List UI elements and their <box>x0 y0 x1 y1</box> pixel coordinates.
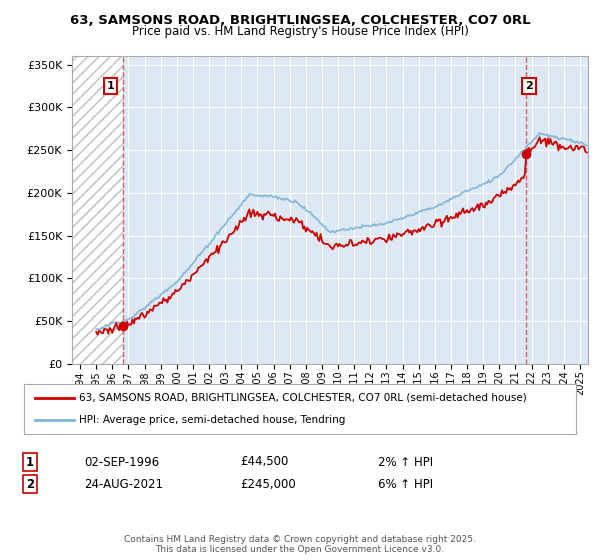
Text: 24-AUG-2021: 24-AUG-2021 <box>84 478 163 491</box>
Text: £44,500: £44,500 <box>240 455 289 469</box>
Text: Contains HM Land Registry data © Crown copyright and database right 2025.
This d: Contains HM Land Registry data © Crown c… <box>124 535 476 554</box>
Text: £245,000: £245,000 <box>240 478 296 491</box>
Text: 1: 1 <box>106 81 114 91</box>
Text: 2: 2 <box>26 478 34 491</box>
Bar <box>72 56 123 364</box>
Text: 1: 1 <box>26 455 34 469</box>
Text: 6% ↑ HPI: 6% ↑ HPI <box>378 478 433 491</box>
Text: 63, SAMSONS ROAD, BRIGHTLINGSEA, COLCHESTER, CO7 0RL: 63, SAMSONS ROAD, BRIGHTLINGSEA, COLCHES… <box>70 14 530 27</box>
Text: HPI: Average price, semi-detached house, Tendring: HPI: Average price, semi-detached house,… <box>79 415 346 425</box>
Text: 02-SEP-1996: 02-SEP-1996 <box>84 455 159 469</box>
Text: 2: 2 <box>525 81 533 91</box>
Text: 63, SAMSONS ROAD, BRIGHTLINGSEA, COLCHESTER, CO7 0RL (semi-detached house): 63, SAMSONS ROAD, BRIGHTLINGSEA, COLCHES… <box>79 393 527 403</box>
Text: 2% ↑ HPI: 2% ↑ HPI <box>378 455 433 469</box>
Text: Price paid vs. HM Land Registry's House Price Index (HPI): Price paid vs. HM Land Registry's House … <box>131 25 469 38</box>
Bar <box>72 56 123 364</box>
